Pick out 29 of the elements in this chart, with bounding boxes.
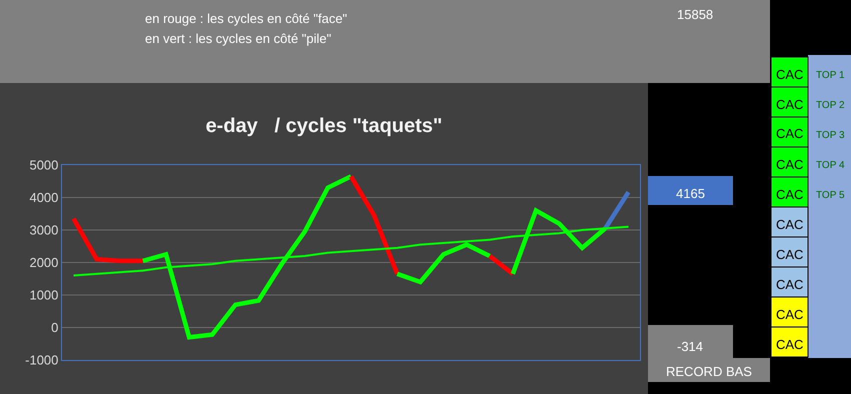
y-tick-label: -1000 (25, 352, 58, 368)
y-tick-label: 1000 (29, 288, 58, 303)
text: 4165 (676, 186, 705, 201)
text: en vert : les cycles en côté "pile" (145, 31, 332, 46)
text: TOP 4 (816, 160, 845, 171)
text: CAC (776, 217, 804, 232)
y-tick-label: 5000 (29, 158, 58, 173)
text: CAC (776, 247, 804, 262)
text: 15858 (677, 7, 714, 22)
text: TOP 2 (816, 100, 845, 111)
text: CAC (776, 307, 804, 322)
y-tick-label: 0 (51, 320, 58, 336)
chart-title: e-day / cycles "taquets" (206, 115, 442, 137)
text: CAC (776, 97, 804, 112)
y-tick-label: 3000 (29, 222, 58, 238)
text: -314 (677, 339, 704, 354)
text: CAC (776, 187, 804, 202)
text: CAC (776, 277, 804, 292)
text: TOP 5 (816, 190, 845, 201)
text: TOP 3 (816, 130, 845, 141)
y-tick-label: 2000 (29, 255, 58, 270)
y-tick-label: 4000 (29, 190, 58, 206)
text: TOP 1 (816, 70, 845, 81)
text: CAC (776, 157, 804, 172)
text: CAC (776, 337, 804, 352)
text: en rouge : les cycles en côté "face" (145, 11, 348, 26)
text: RECORD BAS (666, 364, 752, 379)
text: CAC (776, 67, 804, 82)
text: CAC (776, 126, 804, 141)
